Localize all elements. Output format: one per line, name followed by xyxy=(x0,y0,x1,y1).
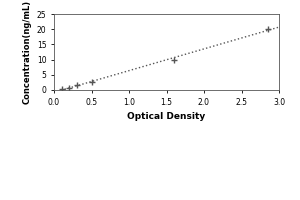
Y-axis label: Concentration(ng/mL): Concentration(ng/mL) xyxy=(22,0,31,104)
X-axis label: Optical Density: Optical Density xyxy=(128,112,206,121)
